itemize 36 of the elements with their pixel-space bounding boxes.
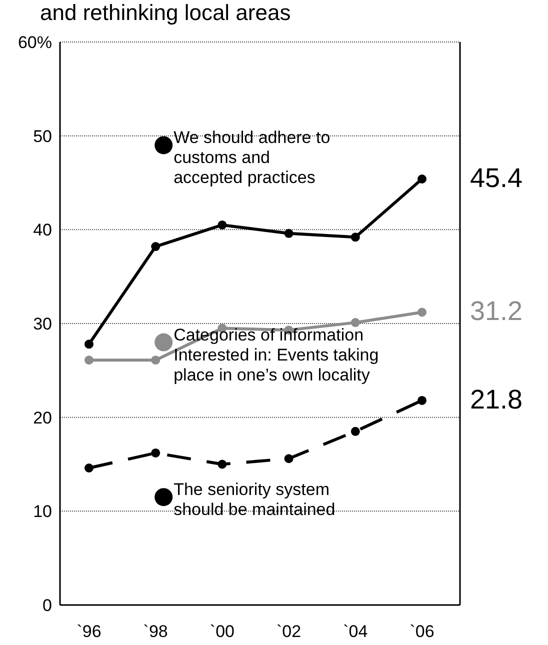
chart-title: and rethinking local areas bbox=[40, 0, 291, 26]
y-tick-label: 50 bbox=[33, 126, 52, 146]
x-tick-label: `98 bbox=[143, 622, 168, 642]
y-tick-label: 40 bbox=[33, 220, 52, 240]
x-tick-label: `02 bbox=[276, 622, 302, 642]
y-tick-label: 10 bbox=[33, 502, 52, 522]
x-tick-label: `96 bbox=[76, 622, 102, 642]
y-tick-label: 20 bbox=[33, 408, 52, 428]
point bbox=[84, 356, 94, 365]
point bbox=[350, 232, 360, 242]
x-tick-label: `00 bbox=[210, 622, 234, 642]
point bbox=[418, 308, 426, 317]
point bbox=[151, 242, 160, 252]
point bbox=[284, 228, 294, 238]
point bbox=[84, 464, 94, 473]
y-tick-label: 30 bbox=[33, 314, 52, 334]
y-tick-label: 60% bbox=[18, 33, 52, 52]
legend-label: Categories of information Interested in: Events taking place in one’s own locality bbox=[174, 325, 379, 384]
y-tick-label: 0 bbox=[42, 596, 52, 616]
point bbox=[418, 174, 426, 184]
point bbox=[284, 454, 294, 464]
data-label: 31.2 bbox=[470, 296, 523, 326]
data-label: 45.4 bbox=[470, 162, 523, 193]
point bbox=[418, 396, 426, 405]
legend-label: We should adhere to customs and accepted practices bbox=[174, 128, 330, 188]
point bbox=[84, 340, 94, 349]
point bbox=[350, 426, 360, 436]
point bbox=[151, 356, 160, 365]
point bbox=[218, 220, 227, 230]
legend-label: The seniority system should be maintained bbox=[174, 480, 336, 520]
x-tick-label: `04 bbox=[343, 622, 368, 642]
data-label: 21.8 bbox=[470, 384, 523, 414]
point bbox=[151, 448, 160, 458]
point bbox=[350, 318, 360, 328]
x-tick-label: `06 bbox=[410, 622, 434, 642]
point bbox=[218, 460, 227, 469]
